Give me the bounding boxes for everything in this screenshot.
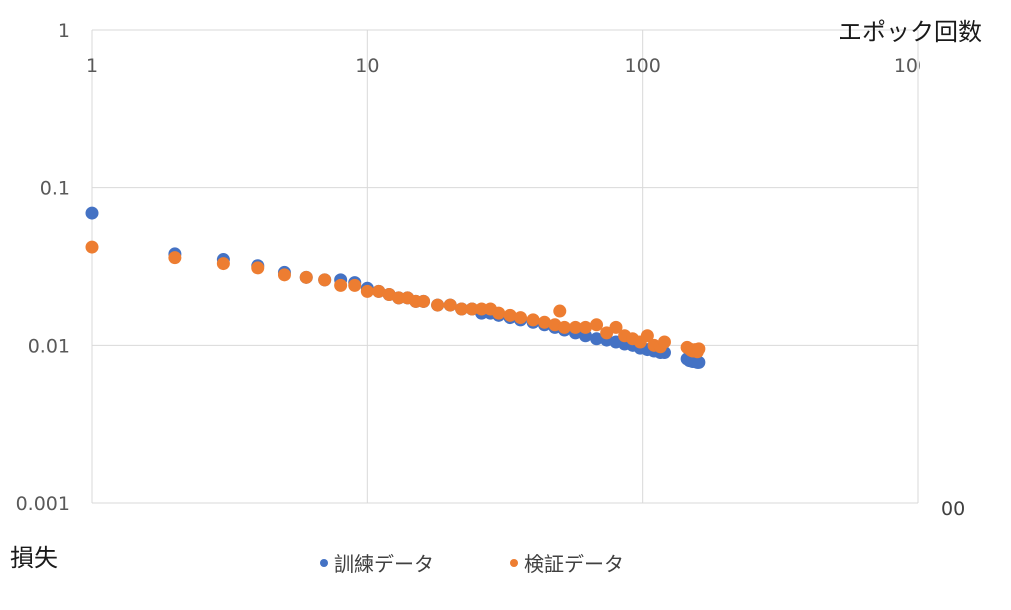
stray-axis-text: 00 — [941, 498, 966, 520]
y-tick-label: 0.01 — [28, 335, 70, 357]
series-train — [85, 206, 706, 369]
y-axis-label: 損失 — [10, 544, 58, 572]
data-point — [640, 329, 654, 343]
legend-marker-validation — [510, 558, 518, 567]
data-point — [85, 206, 99, 220]
legend-item-validation[interactable]: 検証データ — [510, 548, 624, 577]
data-point — [692, 342, 706, 356]
data-point — [85, 240, 99, 254]
data-point — [431, 298, 445, 312]
x-tick-label: 100 — [625, 55, 661, 77]
x-tick-label: 10 — [355, 55, 379, 77]
data-point — [277, 268, 291, 282]
data-points — [85, 206, 706, 369]
data-point — [503, 308, 517, 322]
data-point — [579, 320, 593, 334]
legend-item-train[interactable]: 訓練データ — [320, 548, 434, 577]
data-point — [318, 273, 332, 287]
data-point — [251, 261, 265, 275]
axis-overflow-mask — [920, 40, 1010, 520]
data-point — [465, 302, 479, 316]
data-point — [590, 332, 604, 346]
y-tick-label: 0.1 — [40, 178, 70, 200]
series-validation — [85, 240, 706, 359]
data-point — [360, 284, 374, 298]
x-tick-label: 1 — [86, 55, 98, 77]
data-point — [299, 270, 313, 284]
legend: 訓練データ 検証データ — [320, 548, 624, 577]
data-point — [455, 302, 469, 316]
data-point — [657, 335, 671, 349]
data-point — [348, 278, 362, 292]
legend-marker-train — [320, 558, 328, 567]
data-point — [417, 294, 431, 308]
data-point — [590, 318, 604, 332]
data-point — [443, 298, 457, 312]
data-point — [609, 320, 623, 334]
grid — [91, 29, 919, 504]
data-point — [334, 278, 348, 292]
legend-label-train: 訓練データ — [334, 552, 434, 576]
data-point — [537, 315, 551, 329]
y-tick-label: 0.001 — [16, 493, 70, 515]
data-point — [514, 311, 528, 325]
x-axis-label: エポック回数 — [838, 18, 982, 46]
data-point — [568, 320, 582, 334]
legend-label-validation: 検証データ — [524, 552, 624, 576]
data-point — [372, 284, 386, 298]
data-point — [557, 320, 571, 334]
y-tick-label: 1 — [58, 20, 70, 42]
data-point — [692, 355, 706, 369]
data-point — [553, 304, 567, 318]
data-point — [168, 251, 182, 265]
data-point — [492, 306, 506, 320]
data-point — [216, 257, 230, 271]
data-point — [526, 313, 540, 327]
